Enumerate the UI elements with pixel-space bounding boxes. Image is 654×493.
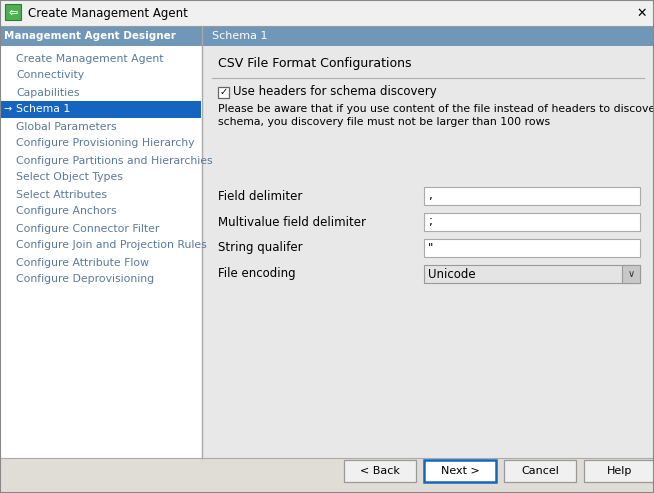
Bar [504,460,576,482]
Text: Create Management Agent: Create Management Agent [28,6,188,20]
Text: Global Parameters: Global Parameters [16,121,116,132]
Text: File encoding: File encoding [218,268,296,281]
Bar [622,265,640,283]
Text: String qualifer: String qualifer [218,242,303,254]
Text: Help: Help [608,466,632,476]
Text: schema, you discovery file must not be larger than 100 rows: schema, you discovery file must not be l… [218,117,550,127]
Text: Unicode: Unicode [428,268,475,281]
Text: Connectivity: Connectivity [16,70,84,80]
Text: Please be aware that if you use content of the file instead of headers to discov: Please be aware that if you use content … [218,104,654,114]
Text: Configure Provisioning Hierarchy: Configure Provisioning Hierarchy [16,139,194,148]
Text: Field delimiter: Field delimiter [218,189,302,203]
Text: Create Management Agent: Create Management Agent [16,54,164,64]
Bar [202,46,654,458]
Text: ⇦: ⇦ [9,7,18,17]
Text: Configure Attribute Flow: Configure Attribute Flow [16,257,149,268]
Text: →: → [4,105,12,114]
Text: Use headers for schema discovery: Use headers for schema discovery [233,85,437,99]
Text: ": " [428,242,434,254]
Bar [344,460,416,482]
Text: ;: ; [428,215,432,228]
Text: Schema 1: Schema 1 [16,105,70,114]
Text: Configure Deprovisioning: Configure Deprovisioning [16,275,154,284]
Bar [218,86,229,98]
Text: Cancel: Cancel [521,466,559,476]
Text: < Back: < Back [360,466,400,476]
Text: Select Object Types: Select Object Types [16,173,123,182]
Text: Management Agent Designer: Management Agent Designer [4,31,176,41]
Bar [424,187,640,205]
Bar [0,0,654,26]
Text: ,: , [428,189,432,203]
Bar [584,460,654,482]
Text: Next >: Next > [441,466,479,476]
Bar [0,458,654,493]
Text: Multivalue field delimiter: Multivalue field delimiter [218,215,366,228]
Text: Configure Anchors: Configure Anchors [16,207,116,216]
Text: Configure Partitions and Hierarchies: Configure Partitions and Hierarchies [16,155,213,166]
Text: ✕: ✕ [637,6,647,20]
Text: ✓: ✓ [220,87,228,97]
Bar [0,46,202,458]
Bar [5,4,21,20]
Bar [424,265,640,283]
Text: Configure Join and Projection Rules: Configure Join and Projection Rules [16,241,207,250]
Text: Schema 1: Schema 1 [212,31,267,41]
Text: Configure Connector Filter: Configure Connector Filter [16,223,160,234]
Text: Select Attributes: Select Attributes [16,189,107,200]
Bar [0,26,202,46]
Bar [202,26,654,46]
Bar [0,101,201,118]
Bar [424,239,640,257]
Bar [424,213,640,231]
Text: Capabilities: Capabilities [16,87,80,98]
Text: CSV File Format Configurations: CSV File Format Configurations [218,58,411,70]
Bar [424,460,496,482]
Text: ∨: ∨ [627,269,634,279]
